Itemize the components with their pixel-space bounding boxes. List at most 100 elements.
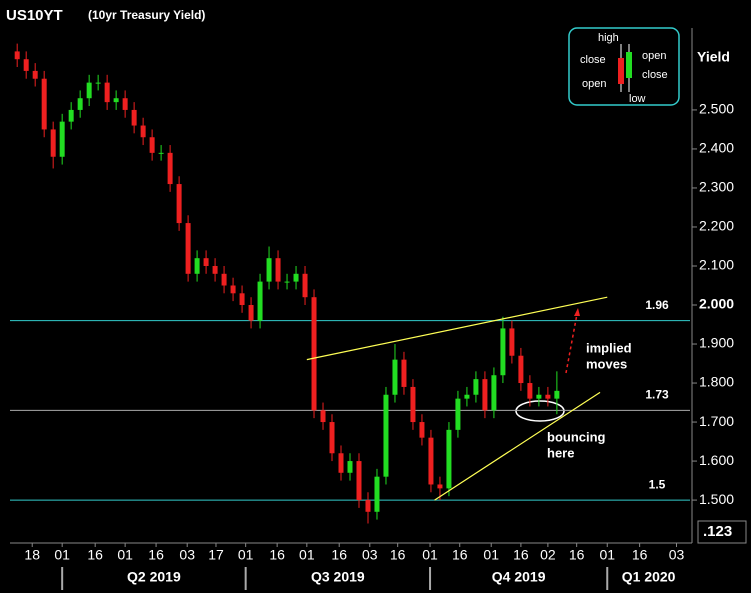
quarter-label: Q3 2019 xyxy=(311,569,365,585)
candle-body xyxy=(68,109,74,122)
candle-body xyxy=(482,379,488,411)
arrowhead xyxy=(574,308,580,316)
y-tick-label: 2.100 xyxy=(699,257,734,273)
candle-body xyxy=(509,328,515,356)
quarter-label: Q1 2020 xyxy=(622,569,676,585)
key-label: close xyxy=(642,69,668,81)
y-axis-label: Yield xyxy=(697,49,730,65)
level-label: 1.5 xyxy=(649,477,666,491)
candle-body xyxy=(401,359,407,387)
candle-body xyxy=(32,70,38,79)
level-label: 1.96 xyxy=(645,298,669,312)
candle-body xyxy=(158,152,164,154)
chart-subtitle: (10yr Treasury Yield) xyxy=(88,8,205,22)
candle-body xyxy=(59,121,65,157)
x-tick-label: 01 xyxy=(599,547,615,563)
candle-body xyxy=(257,281,263,321)
candle-body xyxy=(491,375,497,411)
candle-body xyxy=(338,453,344,473)
candle-body xyxy=(50,129,56,157)
candle-body xyxy=(23,59,29,71)
candle-body xyxy=(185,223,191,274)
y-tick-label: 1.500 xyxy=(699,491,734,507)
candle-body xyxy=(176,184,182,224)
x-tick-label: 01 xyxy=(422,547,438,563)
implied-move-arrow xyxy=(565,313,578,374)
annotation: moves xyxy=(586,356,627,371)
y-tick-label: 1.600 xyxy=(699,452,734,468)
trend-line xyxy=(306,296,608,361)
candle-body xyxy=(221,273,227,286)
candle-body xyxy=(473,379,479,395)
level-label: 1.73 xyxy=(645,388,669,402)
legend-key: high close open open close low xyxy=(568,27,680,106)
candle-body xyxy=(230,285,236,294)
y-tick-label: 2.500 xyxy=(699,101,734,117)
candle-body xyxy=(356,461,362,501)
x-tick-label: 16 xyxy=(513,547,529,563)
candle-body xyxy=(536,394,542,399)
x-tick-label: 17 xyxy=(208,547,224,563)
candle-body xyxy=(77,98,83,110)
candle-body xyxy=(365,500,371,512)
candle-body xyxy=(446,429,452,489)
quarter-label: Q2 2019 xyxy=(127,569,181,585)
x-tick-label: 16 xyxy=(331,547,347,563)
key-up-body xyxy=(626,52,632,78)
candle-body xyxy=(464,394,470,399)
y-tick-label: 1.800 xyxy=(699,374,734,390)
candle-body xyxy=(419,422,425,438)
candle-body xyxy=(311,297,317,411)
x-tick-label: 16 xyxy=(87,547,103,563)
x-tick-label: 16 xyxy=(452,547,468,563)
candle-body xyxy=(455,398,461,430)
candle-body xyxy=(41,78,47,130)
candle-body xyxy=(410,386,416,423)
x-tick-label: 03 xyxy=(362,547,378,563)
bounce-circle xyxy=(515,400,565,422)
candle-body xyxy=(527,383,533,399)
corner-label: .123 xyxy=(703,523,732,540)
x-tick-label: 01 xyxy=(483,547,499,563)
chart-title: US10YT xyxy=(6,7,63,24)
candle-body xyxy=(545,394,551,399)
y-tick-label: 1.700 xyxy=(699,413,734,429)
x-tick-label: 16 xyxy=(148,547,164,563)
candle-body xyxy=(122,98,128,110)
quarter-label: Q4 2019 xyxy=(492,569,546,585)
key-label: close xyxy=(580,54,606,66)
candle-body xyxy=(104,82,110,103)
key-label: open xyxy=(582,78,606,90)
trend-line xyxy=(434,391,601,501)
candle-body xyxy=(275,258,281,282)
candle-body xyxy=(320,410,326,423)
corner-box xyxy=(697,520,747,544)
annotation: implied xyxy=(586,340,632,355)
candle-body xyxy=(284,281,290,283)
candle-body xyxy=(14,51,20,60)
candle-body xyxy=(266,258,272,282)
candle-body xyxy=(500,328,506,376)
candle-body xyxy=(149,137,155,153)
x-tick-label: 01 xyxy=(299,547,315,563)
legend-box xyxy=(568,27,680,106)
key-down-body xyxy=(618,58,624,84)
y-tick-label: 2.400 xyxy=(699,140,734,156)
x-tick-label: 03 xyxy=(179,547,195,563)
candle-body xyxy=(248,305,254,321)
candle-body xyxy=(302,273,308,298)
y-tick-label: 2.200 xyxy=(699,218,734,234)
key-label: open xyxy=(642,50,666,62)
candle-body xyxy=(113,98,119,103)
candle-body xyxy=(203,258,209,266)
x-tick-label: 16 xyxy=(569,547,585,563)
candle-body xyxy=(329,422,335,454)
candle-body xyxy=(95,82,101,84)
candle-body xyxy=(347,461,353,473)
candle-body xyxy=(212,265,218,274)
candle-body xyxy=(518,355,524,384)
y-tick-label: 1.900 xyxy=(699,335,734,351)
candle-body xyxy=(392,359,398,395)
annotation: bouncing xyxy=(547,429,606,444)
